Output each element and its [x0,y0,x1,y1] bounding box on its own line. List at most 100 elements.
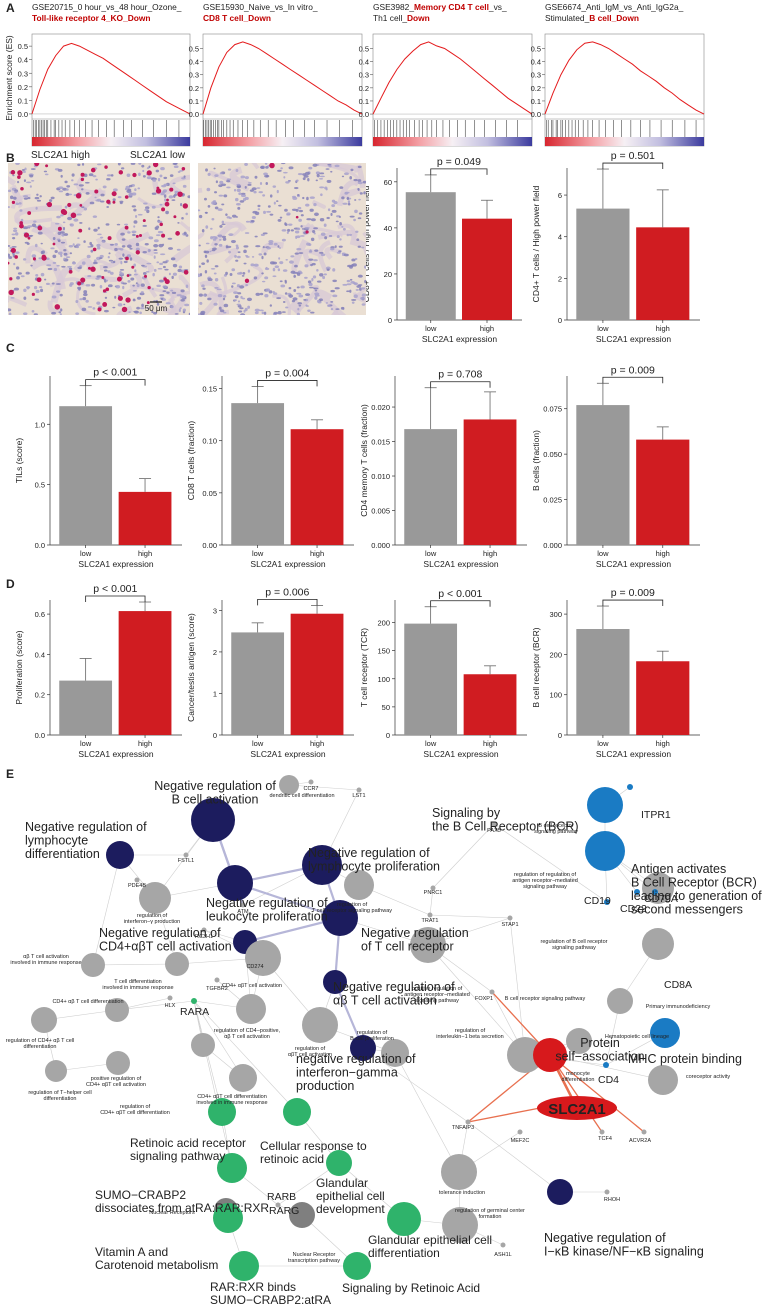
nucleus [236,183,241,186]
node-label: regulation of B cell proliferation [350,1030,394,1042]
y-tick-label: 20 [384,270,392,279]
node-label-line: Hematopoietic cell lineage [605,1034,669,1040]
nucleus [253,263,259,267]
nucleus [214,278,219,282]
nucleus [259,292,264,296]
nucleus [201,284,205,288]
y-tick-label: 0 [388,316,392,325]
nucleus [313,259,318,262]
nucleus [293,274,296,278]
nucleus [37,231,43,235]
nucleus [247,183,252,186]
panel-label: D [6,577,15,591]
nucleus [92,215,98,218]
nucleus [215,180,218,184]
node-label: Negative regulation of B cell activation [154,779,276,807]
nucleus [350,168,354,172]
y-axis-label: TILs (score) [14,438,24,484]
nucleus [163,176,168,180]
nucleus [17,272,22,275]
nucleus [157,267,163,270]
y-tick-label: 0.0 [35,731,45,740]
y-tick-label: 0.10 [202,437,217,446]
stained-cell [10,170,16,175]
stained-cell [68,269,73,274]
nucleus [296,272,301,276]
node-label: PAX5 [487,828,501,834]
nucleus [342,283,348,286]
node-label: TGFBR2 [206,986,228,992]
nucleus [310,311,315,314]
nucleus [234,295,239,299]
nucleus [157,216,160,219]
network-edge [467,1121,561,1193]
rank-colorbar [203,137,362,146]
nucleus [20,218,24,222]
node-label: regulation of interferon−γ production [124,913,180,925]
nucleus [85,191,90,195]
nucleus [163,194,167,198]
nucleus [22,170,27,173]
network-node [201,927,207,933]
node-label: Negative regulation of T cell receptor [361,926,469,954]
node-label-line: αβ T cell activation [23,954,69,960]
x-tick-label: high [310,739,324,748]
nucleus [9,195,14,200]
nucleus [233,188,237,192]
nucleus [177,268,182,273]
node-label: RAR:RXR binds SUMO−CRABP2:atRA [210,1280,331,1307]
node-label-line: regulation of [137,913,168,919]
nucleus [222,311,227,314]
nucleus [19,209,23,212]
bar [576,208,630,320]
tissue-band [317,289,347,315]
nucleus [172,182,176,185]
nucleus [178,265,183,269]
nucleus [272,185,277,188]
stained-cell [20,186,24,191]
stained-cell [175,231,180,236]
nucleus [306,218,312,221]
nucleus [112,260,116,264]
node-label-line: T cell receptor signaling pathway [312,908,392,914]
nucleus [277,169,282,172]
network-node [302,1007,338,1043]
x-tick-label: low [80,549,92,558]
network-node [252,957,258,963]
nucleus [151,205,156,209]
nucleus [13,287,19,291]
node-label-line: Nuclear Receptors [149,1210,195,1216]
nucleus [45,257,50,261]
node-label: Glandular epithelial cell development [316,1176,385,1216]
stained-cell [27,236,31,240]
node-label-line: involved in immune response [102,985,173,991]
nucleus [238,310,243,313]
nucleus [279,216,283,219]
node-label: Retinoic acid receptor signaling pathway [130,1136,246,1163]
nucleus [223,303,229,308]
nucleus [10,296,15,299]
nucleus [184,303,190,307]
nucleus [308,258,314,261]
nucleus [297,302,303,305]
nucleus [217,293,223,298]
nucleus [235,203,241,206]
nucleus [261,272,264,275]
node-label: negative regulation of interferon−gamma pr… [296,1052,416,1093]
p-value: p = 0.009 [611,587,655,599]
nucleus [84,181,90,184]
nucleus [202,287,206,290]
node-label-line: RARA [180,1006,209,1018]
nucleus [138,163,142,165]
nucleus [107,270,111,274]
nucleus [226,178,232,181]
nucleus [52,236,56,241]
node-label-line: regulation of [295,1046,326,1052]
node-label: RC3H1 [195,934,213,940]
nucleus [218,306,222,310]
nucleus [278,257,281,260]
nucleus [341,225,344,228]
nucleus [307,178,310,182]
y-tick-label: 0 [558,316,562,325]
nucleus [126,254,132,258]
